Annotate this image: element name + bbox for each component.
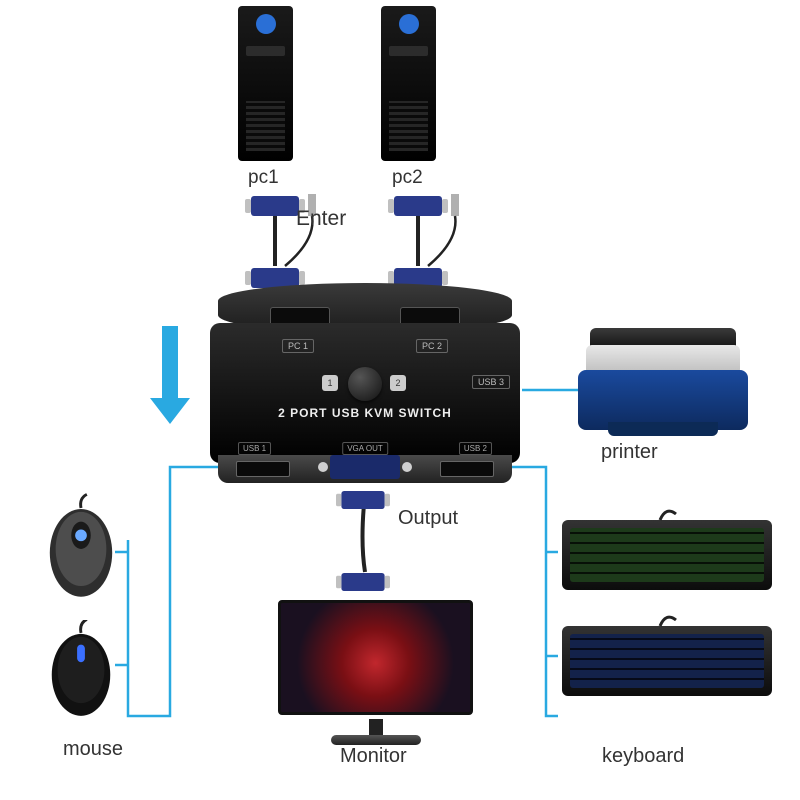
front-vga-out xyxy=(330,455,400,479)
vga-out-top xyxy=(341,491,384,509)
front-usb2 xyxy=(440,461,494,477)
lbl-pc1: PC 1 xyxy=(282,339,314,353)
mouse-2-icon xyxy=(42,620,120,720)
label-enter: Enter xyxy=(296,207,346,231)
keyboard-1-icon xyxy=(562,520,772,590)
monitor-icon xyxy=(278,600,473,745)
label-keyboard: keyboard xyxy=(602,745,684,768)
printer-icon xyxy=(578,310,748,430)
lbl-pc2: PC 2 xyxy=(416,339,448,353)
lbl-usb3: USB 3 xyxy=(472,375,510,389)
vga-in-1-top xyxy=(251,196,299,216)
device-title: 2 PORT USB KVM SWITCH xyxy=(210,406,520,420)
label-pc1: pc1 xyxy=(248,167,279,189)
vga-in-2-top xyxy=(394,196,442,216)
select-button[interactable] xyxy=(348,367,382,401)
kvm-switch: PC 1 PC 2 1 2 USB 3 2 PORT USB KVM SWITC… xyxy=(210,283,520,483)
label-printer: printer xyxy=(601,441,658,464)
pc2-tower xyxy=(381,6,436,161)
label-pc2: pc2 xyxy=(392,167,423,189)
lbl-usb1: USB 1 xyxy=(238,442,271,455)
pc1-tower xyxy=(238,6,293,161)
keyboard-2-icon xyxy=(562,626,772,696)
usb-in-2-top xyxy=(451,194,459,216)
vga-out-bottom xyxy=(341,573,384,591)
indicator-1: 1 xyxy=(322,375,338,391)
mouse-1-icon xyxy=(42,493,120,603)
front-usb1 xyxy=(236,461,290,477)
label-output: Output xyxy=(398,507,458,530)
label-monitor: Monitor xyxy=(340,745,407,768)
input-arrow-icon xyxy=(150,326,190,424)
line-usb2-to-keyboards xyxy=(490,467,558,716)
lbl-vga: VGA OUT xyxy=(342,442,388,455)
line-usb1-to-mice xyxy=(128,467,249,716)
lbl-usb2: USB 2 xyxy=(459,442,492,455)
indicator-2: 2 xyxy=(390,375,406,391)
label-mouse: mouse xyxy=(63,738,123,761)
